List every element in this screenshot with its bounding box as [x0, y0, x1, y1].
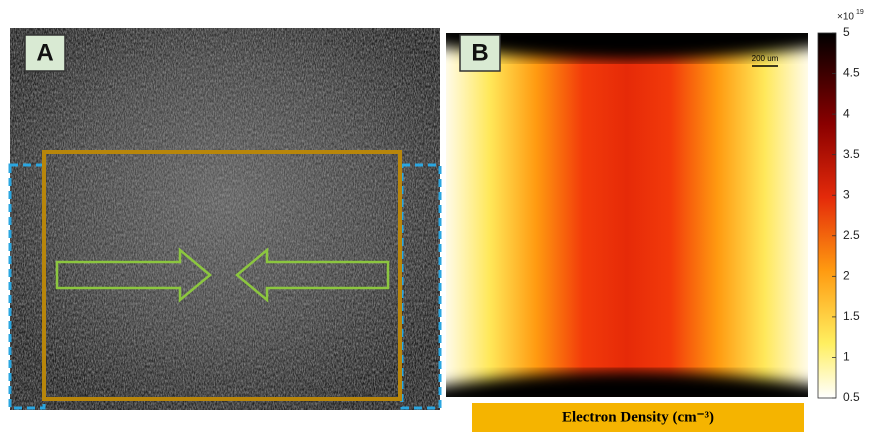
- colorbar-tick-label: 1: [843, 350, 850, 364]
- colorbar-tick-label: 4: [843, 106, 850, 120]
- colorbar-exponent: 19: [856, 9, 864, 16]
- heatmap: [446, 33, 808, 397]
- colorbar-tick-label: 5: [843, 25, 850, 39]
- colorbar-tick-label: 3.5: [843, 147, 860, 161]
- caption: Electron Density (cm⁻³): [562, 409, 714, 425]
- colorbar-tick-label: 2.5: [843, 228, 860, 242]
- page: {"panels": [{"label": "A"}, {"label": "B…: [0, 0, 869, 432]
- panel-label: A: [36, 39, 53, 66]
- scale-bar-label: 200 um: [752, 54, 779, 63]
- fringe-texture: [10, 28, 440, 410]
- colorbar-tick-label: 3: [843, 187, 850, 201]
- colorbar-gradient: [818, 33, 836, 398]
- colorbar: ×10 19 0.5 1 1.5 2 2.5 3 3.5 4 4.5 5: [818, 9, 864, 404]
- colorbar-multiplier: ×10: [837, 12, 854, 23]
- colorbar-tick-label: 2: [843, 269, 850, 283]
- colorbar-tick-label: 1.5: [843, 309, 860, 323]
- figure: A 200 um B ×10 19 0.5 1 1.5 2 2.5 3 3.5 4 4.5 5 E…: [0, 0, 869, 432]
- colorbar-tick-label: 4.5: [843, 66, 860, 80]
- panel-label: B: [471, 39, 488, 66]
- panel-b: 200 um B: [430, 20, 830, 410]
- panel-a: A: [10, 28, 440, 410]
- colorbar-tick-label: 0.5: [843, 390, 860, 404]
